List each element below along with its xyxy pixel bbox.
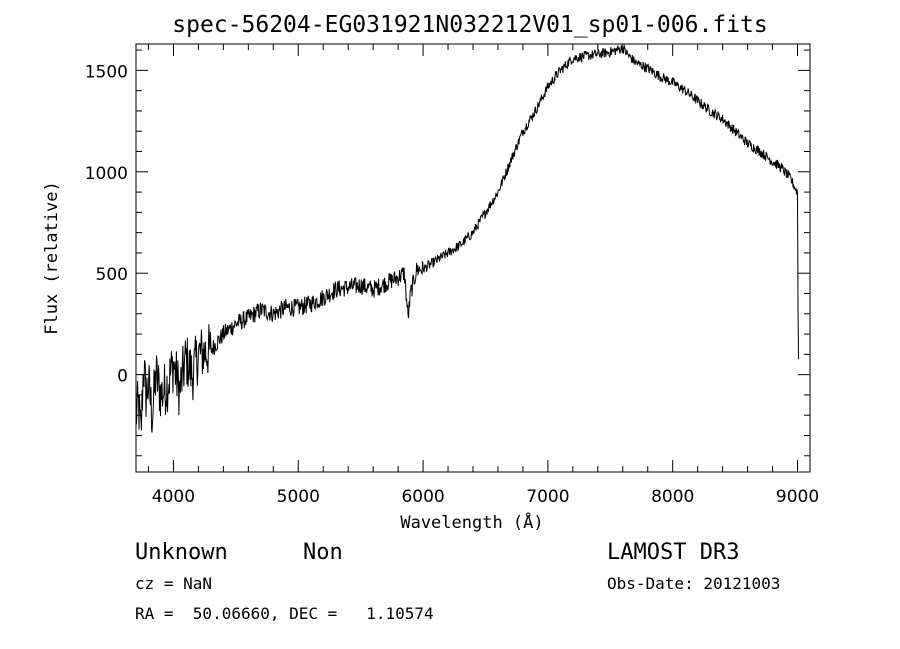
x-tick-label: 4000	[152, 487, 195, 507]
y-tick-labels: 0 500 1000 1500	[85, 62, 128, 386]
y-tick-label: 1500	[85, 62, 128, 82]
x-axis-label: Wavelength (Å)	[400, 511, 543, 533]
object-class: Unknown	[135, 540, 228, 565]
obs-date: Obs-Date: 20121003	[607, 574, 780, 593]
survey-name: LAMOST DR3	[607, 540, 739, 565]
y-axis-label: Flux (relative)	[42, 181, 62, 335]
x-tick-label: 7000	[526, 487, 569, 507]
x-tick-label: 9000	[776, 487, 819, 507]
cz-value: cz = NaN	[135, 574, 212, 593]
coordinates: RA = 50.06660, DEC = 1.10574	[135, 604, 434, 623]
x-tick-label: 5000	[277, 487, 320, 507]
y-tick-label: 500	[96, 265, 128, 285]
x-tick-labels: 4000 5000 6000 7000 8000 9000	[152, 487, 819, 507]
x-tick-label: 6000	[401, 487, 444, 507]
spectrum-line	[135, 43, 799, 433]
object-subclass: Non	[303, 540, 343, 565]
chart-title: spec-56204-EG031921N032212V01_sp01-006.f…	[172, 12, 767, 38]
y-tick-label: 0	[117, 367, 128, 387]
y-tick-label: 1000	[85, 164, 128, 184]
x-tick-label: 8000	[651, 487, 694, 507]
